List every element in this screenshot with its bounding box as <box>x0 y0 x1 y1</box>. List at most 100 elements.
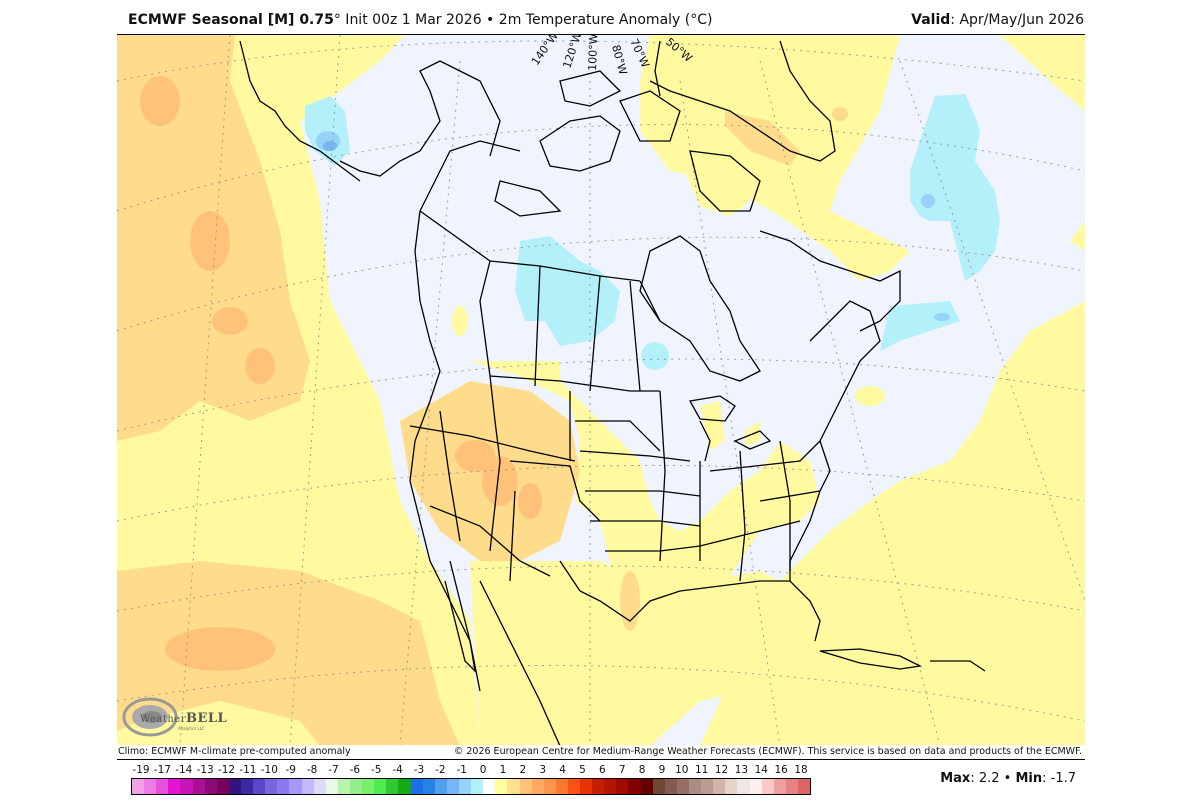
separator-bullet: • <box>481 12 499 28</box>
color-legend: -19 -17 -14 -13 -12 -11 -10 -9 -8 -7 -6 -5 -4 -3 -2 -1 0… <box>131 764 811 795</box>
legend-swatch <box>616 779 629 794</box>
min-value: : -1.7 <box>1042 771 1076 786</box>
legend-swatch <box>604 779 617 794</box>
legend-swatch <box>458 779 472 794</box>
legend-swatch <box>168 779 181 794</box>
legend-swatch <box>144 779 157 794</box>
legend-swatch <box>471 779 484 794</box>
legend-tick-label: -3 <box>413 764 425 776</box>
legend-swatch <box>495 779 508 794</box>
legend-swatch <box>592 779 605 794</box>
legend-swatch <box>180 779 193 794</box>
legend-swatch <box>289 779 302 794</box>
map-canvas: 140°W 120°W 100°W 80°W 70°W 50°W <box>117 35 1085 746</box>
legend-swatch <box>265 779 278 794</box>
legend-swatch <box>701 779 714 794</box>
legend-tick-label: -8 <box>306 764 318 776</box>
legend-tick-label: -5 <box>370 764 382 776</box>
legend-swatch <box>216 779 229 794</box>
weatherbell-logo: WeatherBELL Analytics LLC <box>120 695 230 741</box>
legend-swatch <box>567 779 581 794</box>
stats-separator: • <box>999 771 1016 786</box>
legend-tick-label: 12 <box>714 764 729 776</box>
legend-swatch <box>580 779 593 794</box>
legend-swatch <box>192 779 205 794</box>
legend-swatch <box>531 779 544 794</box>
legend-swatch <box>773 779 786 794</box>
legend-tick-label: 18 <box>794 764 808 776</box>
legend-tick-label: -13 <box>196 764 214 776</box>
legend-tick-label: -19 <box>132 764 150 776</box>
anomaly-map: 140°W 120°W 100°W 80°W 70°W 50°W <box>117 34 1085 746</box>
legend-swatch <box>725 779 738 794</box>
legend-tick-label: -2 <box>435 764 446 776</box>
legend-swatch <box>543 779 556 794</box>
legend-swatch <box>640 779 653 794</box>
legend-tick-label: 14 <box>754 764 768 776</box>
credit-bar: Climo: ECMWF M-climate pre-computed anom… <box>117 745 1085 760</box>
legend-tick-label: 11 <box>694 764 709 776</box>
legend-tick-label: -7 <box>328 764 339 776</box>
legend-swatch <box>362 779 375 794</box>
legend-swatch <box>374 779 387 794</box>
logo-swirl-icon <box>122 697 178 737</box>
legend-tick-label: 5 <box>579 764 586 776</box>
min-label: Min <box>1015 771 1043 786</box>
legend-swatch <box>204 779 217 794</box>
legend-swatch <box>386 779 399 794</box>
legend-swatch <box>253 779 266 794</box>
legend-tick-label: 10 <box>675 764 689 776</box>
legend-swatch <box>240 779 254 794</box>
logo-text: WeatherBELL <box>140 711 228 726</box>
legend-swatch <box>555 779 568 794</box>
legend-swatch <box>749 779 762 794</box>
title: ECMWF Seasonal [M] 0.75° Init 00z 1 Mar … <box>128 12 712 28</box>
valid-period: Valid: Apr/May/Jun 2026 <box>911 12 1084 28</box>
legend-ticks: -19 -17 -14 -13 -12 -11 -10 -9 -8 -7 -6 -5 -4 -3 -2 -1 0… <box>131 764 811 778</box>
degree-symbol: ° <box>333 12 341 28</box>
legend-swatch <box>676 779 690 794</box>
legend-swatch <box>398 779 411 794</box>
legend-tick-label: -17 <box>153 764 171 776</box>
legend-tick-label: -6 <box>349 764 361 776</box>
legend-swatch <box>277 779 290 794</box>
legend-swatch <box>446 779 459 794</box>
legend-swatch <box>713 779 726 794</box>
legend-swatch <box>422 779 435 794</box>
logo-subtext: Analytics LLC <box>178 726 205 731</box>
legend-swatch <box>785 779 799 794</box>
legend-swatch <box>228 779 241 794</box>
legend-swatch <box>483 779 496 794</box>
legend-tick-label: -1 <box>456 764 467 776</box>
legend-swatch <box>132 779 145 794</box>
legend-swatch <box>410 779 423 794</box>
legend-tick-label: 3 <box>539 764 547 776</box>
legend-tick-label: -14 <box>175 764 193 776</box>
legend-tick-label: -4 <box>392 764 403 776</box>
copyright-note: © 2026 European Centre for Medium-Range … <box>453 746 1082 757</box>
legend-tick-label: 6 <box>598 764 606 776</box>
legend-swatch <box>313 779 326 794</box>
legend-swatch <box>689 779 702 794</box>
legend-tick-label: 4 <box>559 764 566 776</box>
legend-swatch <box>664 779 677 794</box>
legend-tick-label: 2 <box>519 764 527 776</box>
model-name: ECMWF Seasonal [M] 0.75 <box>128 12 334 28</box>
legend-swatch <box>628 779 641 794</box>
legend-swatch <box>737 779 750 794</box>
legend-tick-label: -12 <box>217 764 236 776</box>
legend-tick-label: 0 <box>479 764 487 776</box>
legend-tick-label: 13 <box>734 764 749 776</box>
valid-label: Valid <box>911 12 951 28</box>
init-time: Init 00z 1 Mar 2026 <box>340 12 482 28</box>
legend-tick-label: 9 <box>658 764 666 776</box>
legend-swatch <box>519 779 532 794</box>
climo-note: Climo: ECMWF M-climate pre-computed anom… <box>118 746 351 757</box>
max-label: Max <box>940 771 971 786</box>
legend-tick-label: -11 <box>239 764 257 776</box>
max-value: : 2.2 <box>970 771 1000 786</box>
legend-swatch <box>337 779 350 794</box>
legend-tick-label: 7 <box>618 764 626 776</box>
valid-value: : Apr/May/Jun 2026 <box>950 12 1084 28</box>
legend-tick-label: 1 <box>499 764 507 776</box>
